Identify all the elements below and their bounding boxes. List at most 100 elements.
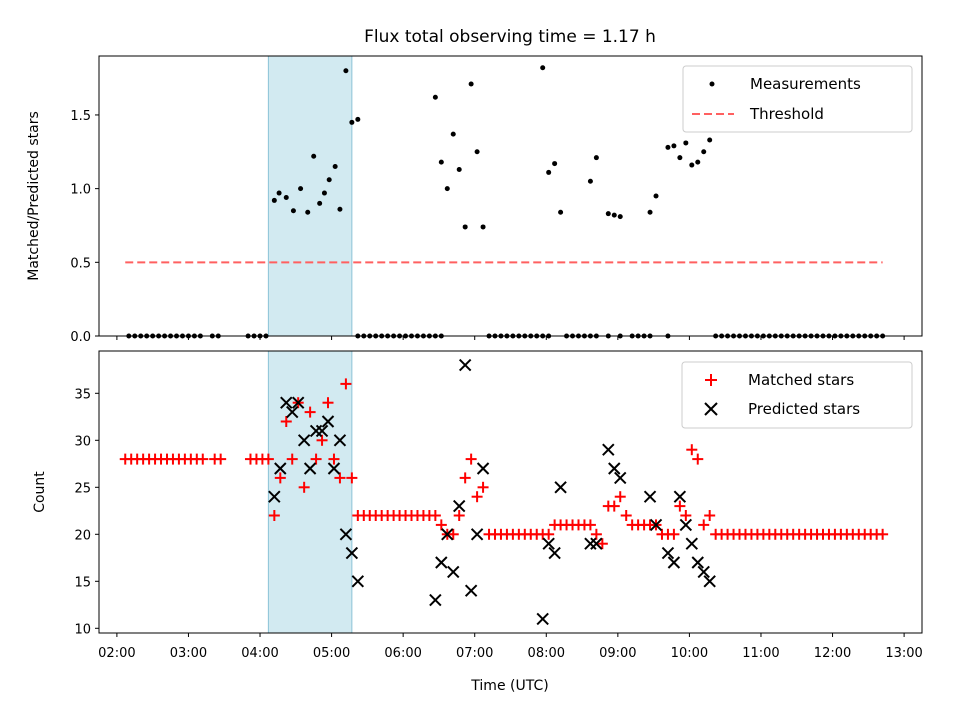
measurement-point: [611, 212, 617, 218]
top-panel: 0.0 0.5 1.0 1.5 Flux total observing time =…: [26, 27, 923, 345]
matched-stars-point: [316, 434, 328, 446]
bottom-axes-frame: [98, 350, 923, 634]
x-tick-label: 10:00: [671, 646, 708, 661]
measurement-point: [321, 190, 327, 196]
matched-stars-point: [334, 472, 346, 484]
predicted-stars-point: [661, 546, 675, 560]
measurement-point: [290, 208, 296, 214]
legend-predicted-marker: [704, 402, 718, 416]
matched-stars-point: [590, 528, 602, 540]
measurement-point: [438, 159, 444, 165]
measurement-point: [332, 164, 338, 170]
predicted-stars-point: [291, 396, 305, 409]
top-legend: Measurements Threshold: [682, 65, 913, 133]
matched-stars-point: [340, 378, 352, 390]
matched-stars-point: [197, 453, 209, 465]
legend-measurements-label: Measurements: [750, 75, 861, 93]
top-y-tick-label: 1.5: [70, 109, 91, 124]
matched-stars-point: [429, 510, 441, 521]
bottom-y-tick-label: 30: [74, 434, 91, 449]
matched-stars-point: [674, 500, 686, 512]
matched-stars-point: [328, 453, 340, 465]
matched-stars-point: [346, 472, 358, 484]
measurement-point: [653, 193, 659, 199]
measurement-point: [271, 197, 277, 203]
predicted-stars-point: [470, 528, 484, 541]
measurement-point: [671, 143, 677, 149]
measurement-point: [480, 224, 486, 230]
predicted-stars-point: [321, 415, 335, 428]
measurement-point: [337, 206, 343, 212]
x-axis-label: Time (UTC): [470, 678, 548, 694]
matched-stars-point: [692, 453, 704, 465]
matched-stars-point: [584, 519, 596, 531]
measurement-point: [546, 169, 552, 175]
predicted-stars-point: [691, 556, 704, 569]
matched-stars-point: [877, 528, 889, 540]
predicted-stars-point: [584, 537, 597, 550]
predicted-stars-point: [345, 546, 359, 560]
predicted-stars-point: [643, 490, 657, 503]
measurement-point: [305, 209, 311, 215]
measurement-point: [689, 162, 695, 168]
matched-stars-point: [543, 528, 555, 540]
bottom-legend-box: [681, 361, 913, 429]
matched-stars-point: [286, 453, 298, 465]
measurement-point: [558, 209, 564, 215]
measurement-point: [468, 81, 474, 87]
measurement-point: [540, 65, 546, 71]
matched-stars-point: [298, 481, 310, 493]
bottom-y-tick-label: 15: [74, 575, 91, 590]
predicted-stars-point: [339, 528, 353, 541]
matched-stars-point: [608, 500, 620, 512]
legend-predicted-label: Predicted stars: [748, 400, 860, 418]
predicted-stars-point: [614, 471, 627, 485]
measurement-point: [552, 161, 558, 167]
predicted-stars-point: [590, 537, 603, 550]
x-tick-label: 06:00: [384, 646, 421, 661]
x-tick-label: 04:00: [241, 646, 278, 661]
matched-stars-point: [304, 406, 316, 418]
top-y-tick-label: 0.0: [70, 330, 91, 345]
matched-stars-point: [465, 453, 477, 465]
matched-stars-point: [477, 481, 489, 493]
predicted-stars-point: [548, 546, 561, 560]
x-tick-label: 11:00: [742, 646, 779, 661]
predicted-stars-point: [351, 575, 365, 588]
x-tick-label: 05:00: [313, 646, 350, 661]
measurement-point: [311, 153, 317, 159]
matched-stars-point: [268, 510, 280, 521]
measurement-point: [326, 177, 332, 183]
matched-stars-point: [614, 491, 626, 503]
measurement-point: [343, 68, 349, 74]
measurement-point: [665, 144, 671, 150]
measurement-point: [317, 200, 323, 206]
matched-stars-point: [680, 510, 692, 521]
legend-matched-label: Matched stars: [748, 371, 854, 389]
legend-measurements-marker: [709, 81, 715, 87]
matched-stars-point: [453, 510, 465, 521]
matched-stars-point: [620, 510, 632, 521]
measurement-point: [474, 149, 480, 155]
x-tick-label: 07:00: [456, 646, 493, 661]
predicted-stars-point: [447, 565, 460, 579]
measurement-point: [283, 194, 289, 200]
predicted-stars-point: [542, 537, 555, 550]
matched-stars-point: [459, 472, 471, 484]
predicted-stars-point: [429, 593, 442, 607]
predicted-stars-point: [435, 556, 448, 569]
predicted-stars-point: [703, 575, 716, 588]
predicted-stars-point: [464, 584, 478, 597]
measurement-point: [444, 186, 450, 192]
measurement-point: [683, 140, 689, 146]
predicted-stars-point: [441, 528, 454, 541]
measurement-point: [298, 186, 304, 192]
matched-stars-point: [447, 528, 459, 540]
bottom-ticks: 02:00 03:00 04:00 05:00 06:00 07:00 08:00 09:00…: [74, 387, 922, 661]
matched-stars-point: [262, 453, 274, 465]
measurement-point: [462, 224, 468, 230]
matched-stars-point: [471, 491, 483, 503]
matched-stars-point: [280, 416, 292, 427]
top-ticks: 0.0 0.5 1.0 1.5: [70, 109, 905, 345]
bottom-y-tick-label: 25: [74, 481, 91, 496]
